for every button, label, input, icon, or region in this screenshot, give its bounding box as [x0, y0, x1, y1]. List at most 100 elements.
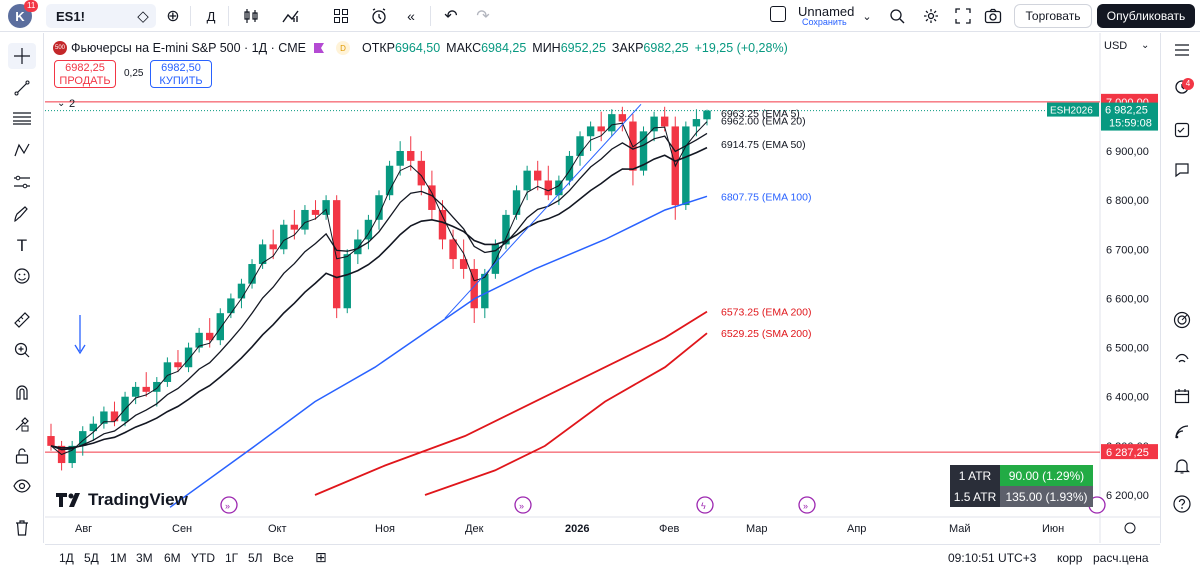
- ema5-line[interactable]: [50, 121, 708, 456]
- candle-body: [407, 151, 415, 161]
- trend-line-icon[interactable]: [8, 75, 36, 101]
- ema100-line[interactable]: [169, 195, 708, 508]
- fullscreen-icon[interactable]: [952, 5, 974, 27]
- quick-search-icon[interactable]: [886, 5, 908, 27]
- ema50-line[interactable]: [50, 146, 708, 449]
- undo-icon[interactable]: ↶: [444, 8, 458, 25]
- target-icon[interactable]: [1169, 307, 1195, 333]
- add-symbol-icon[interactable]: ⊕: [166, 8, 180, 25]
- redo-icon[interactable]: ↷: [476, 8, 490, 25]
- ruler-icon[interactable]: [8, 307, 36, 333]
- lock-icon[interactable]: [8, 443, 36, 469]
- chevron-down-icon[interactable]: ⌄: [862, 10, 872, 23]
- trash-icon[interactable]: [8, 515, 36, 541]
- chevron-down-icon[interactable]: ⌄: [1141, 40, 1150, 51]
- ideas-icon[interactable]: [1169, 345, 1195, 371]
- text-tool-icon[interactable]: T: [16, 236, 28, 255]
- sma200-line[interactable]: [424, 332, 708, 496]
- notifications-bell-icon[interactable]: [1169, 453, 1195, 479]
- symbol-search[interactable]: ES1!: [46, 4, 156, 28]
- candle-body: [576, 136, 584, 156]
- currency-selector[interactable]: USD: [1104, 40, 1128, 52]
- layout-checkbox-icon[interactable]: [770, 6, 786, 22]
- pattern-icon[interactable]: [8, 137, 36, 163]
- lock-drawing-icon[interactable]: [8, 411, 36, 437]
- flag-icon[interactable]: [314, 43, 324, 53]
- range-button-1[interactable]: 5Д: [84, 551, 99, 565]
- range-button-2[interactable]: 1М: [110, 551, 127, 565]
- crosshair-icon[interactable]: [8, 43, 36, 69]
- ema200-line[interactable]: [314, 310, 708, 496]
- event-marker-icon[interactable]: [798, 496, 816, 514]
- ema20-line[interactable]: [50, 132, 708, 451]
- event-marker-icon[interactable]: [514, 496, 532, 514]
- layout-name[interactable]: Unnamed: [798, 4, 855, 19]
- candle-body: [110, 411, 119, 422]
- candle-body: [385, 165, 394, 196]
- streams-icon[interactable]: [1169, 419, 1195, 445]
- eye-icon[interactable]: [8, 473, 36, 499]
- chat-icon[interactable]: [1169, 157, 1195, 183]
- help-icon[interactable]: [1169, 491, 1195, 517]
- range-button-4[interactable]: 6М: [164, 551, 181, 565]
- trend-line[interactable]: [444, 103, 642, 319]
- legend-title[interactable]: Фьючерсы на E-mini S&P 500 · 1Д · CME: [71, 41, 306, 55]
- price-tick-label: 6 700,00: [1106, 244, 1149, 256]
- range-button-0[interactable]: 1Д: [59, 551, 74, 565]
- publish-button[interactable]: Опубликовать: [1097, 4, 1195, 28]
- calc-price-toggle[interactable]: расч.цена: [1093, 551, 1149, 565]
- range-button-6[interactable]: 1Г: [225, 551, 239, 565]
- magnet-icon[interactable]: [8, 379, 36, 405]
- time-tick-label: Июн: [1042, 523, 1064, 535]
- indicators-icon[interactable]: [280, 5, 302, 27]
- save-status: Сохранить: [802, 17, 847, 27]
- price-chart[interactable]: 6 900,00 6 800,00 6 700,00 6 600,00 6 500,00…: [45, 33, 1160, 543]
- gem-icon[interactable]: ◇: [137, 8, 149, 25]
- alert-clock-icon[interactable]: [368, 5, 390, 27]
- interval-button[interactable]: Д: [200, 5, 222, 27]
- atr-row2-label: 1.5 ATR: [950, 486, 1000, 507]
- camera-icon[interactable]: [982, 5, 1004, 27]
- last-price-tag: 6 982,25: [1105, 105, 1148, 117]
- ema100-label: 6807.75 (EMA 100): [721, 191, 811, 203]
- settings-gear-icon[interactable]: [920, 5, 942, 27]
- candle-body: [682, 126, 690, 206]
- watchlist-icon[interactable]: [1169, 37, 1195, 63]
- collapse-chevron-icon[interactable]: ⌄: [57, 98, 65, 109]
- data-window-icon[interactable]: [1169, 117, 1195, 143]
- time-tick-label: 2026: [565, 523, 589, 535]
- range-button-8[interactable]: Все: [273, 551, 294, 565]
- chart-pane[interactable]: 6 900,00 6 800,00 6 700,00 6 600,00 6 500,00…: [45, 33, 1160, 543]
- date-range-icon[interactable]: ⊞: [315, 549, 327, 565]
- dividend-badge[interactable]: D: [336, 41, 350, 55]
- tradingview-logo[interactable]: TradingView: [56, 490, 188, 510]
- price-tick-label: 6 200,00: [1106, 490, 1149, 502]
- emoji-icon[interactable]: [8, 263, 36, 289]
- axis-settings-icon[interactable]: [1124, 522, 1136, 534]
- buy-button[interactable]: 6982,50 КУПИТЬ: [150, 60, 212, 88]
- fib-lines-icon[interactable]: [8, 105, 36, 131]
- calendar-icon[interactable]: [1169, 383, 1195, 409]
- layouts-icon[interactable]: [330, 5, 352, 27]
- range-button-7[interactable]: 5Л: [248, 551, 263, 565]
- range-button-5[interactable]: YTD: [191, 551, 215, 565]
- zoom-in-icon[interactable]: [8, 337, 36, 363]
- range-button-3[interactable]: 3М: [136, 551, 153, 565]
- brush-icon[interactable]: [8, 201, 36, 227]
- prediction-icon[interactable]: [8, 169, 36, 195]
- level-label-bg: [1101, 444, 1158, 460]
- level-label-6287: 6 287,25: [1106, 447, 1149, 459]
- adjust-toggle[interactable]: корр: [1057, 551, 1083, 565]
- open-value: 6964,50: [394, 41, 441, 55]
- sell-button[interactable]: 6982,25 ПРОДАТЬ: [54, 60, 116, 88]
- candle-body: [174, 362, 182, 368]
- trade-button[interactable]: Торговать: [1014, 4, 1092, 28]
- event-marker-icon[interactable]: [220, 496, 238, 514]
- clock-display[interactable]: 09:10:51 UTC+3: [948, 551, 1037, 565]
- event-marker-icon[interactable]: [696, 496, 714, 514]
- candle-body: [311, 209, 320, 215]
- candles-icon[interactable]: [240, 5, 262, 27]
- bottom-toolbar: 1Д 5Д 1М 3М 6М YTD 1Г 5Л Все ⊞ 09:10:51 UTC+3 корр р…: [45, 544, 1160, 572]
- indicator-count[interactable]: 2: [69, 98, 75, 110]
- replay-icon[interactable]: «: [407, 8, 415, 24]
